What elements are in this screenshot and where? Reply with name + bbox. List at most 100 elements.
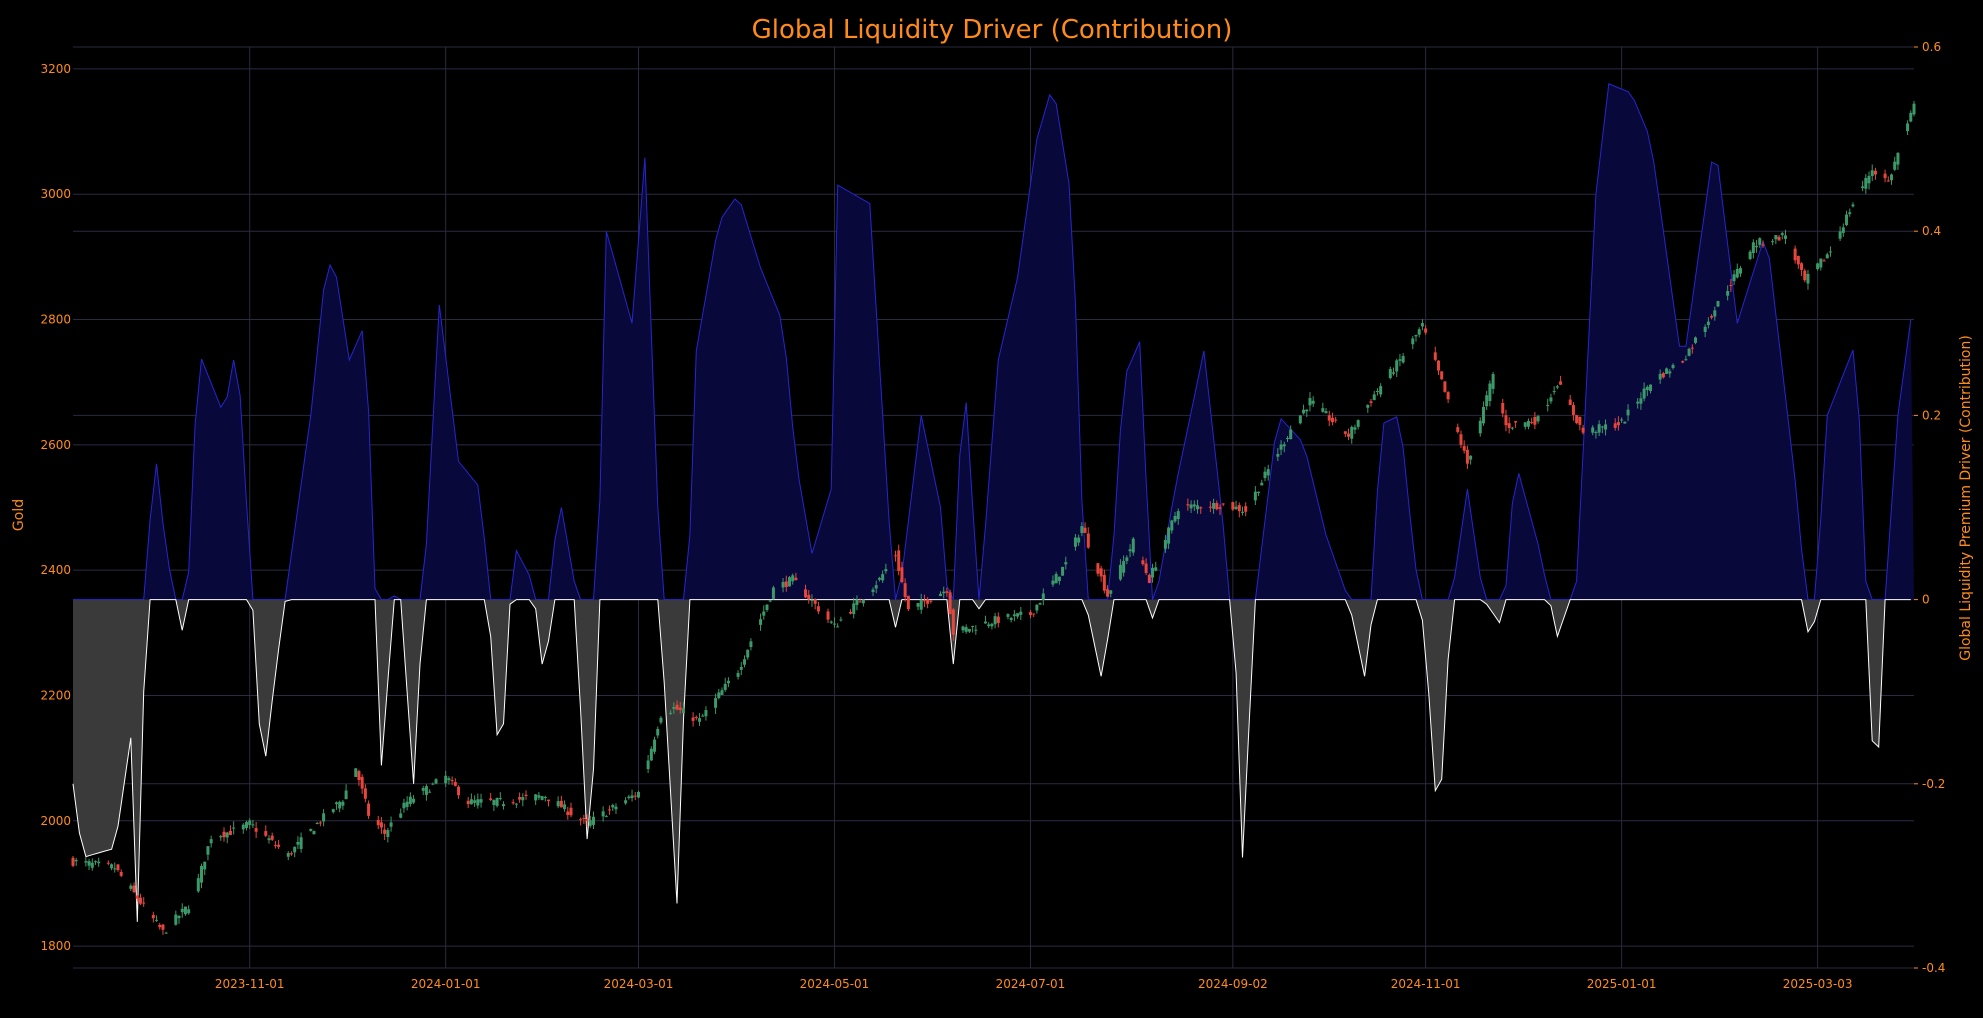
candle-body [1783,235,1787,239]
candle-body [1488,383,1492,402]
candle-body [196,878,200,892]
candle-body [1906,123,1910,132]
candle-body [309,828,313,831]
candle-body [106,862,110,864]
candle-body [1485,395,1489,407]
candle-body [971,625,975,627]
candle-body [1324,411,1328,414]
x-tick-label: 2024-03-01 [604,977,674,991]
candle-body [919,599,923,610]
candle-body [1555,386,1559,388]
x-tick-label: 2024-01-01 [411,977,481,991]
candle-body [942,591,946,594]
candle-body [993,616,997,625]
candle-body [1199,507,1203,509]
candle-body [1327,415,1331,421]
candle-body [1041,593,1045,600]
candle-body [132,885,136,893]
candle-body [93,861,97,863]
candle-body [1729,284,1733,286]
candle-body [1395,360,1399,372]
candle-body [807,594,811,600]
candle-body [1665,368,1669,374]
candle-body [1131,538,1135,553]
candle-body [1909,112,1913,122]
candle-body [135,895,139,899]
candle-body [951,609,955,635]
candle-body [691,717,695,721]
y-tick-label-left: 2000 [40,814,71,828]
candle-body [861,599,865,604]
candle-body [810,600,814,602]
candle-body [922,600,926,602]
candle-body [518,797,522,800]
candle-body [1578,416,1582,425]
x-tick-label: 2025-01-01 [1587,977,1657,991]
candle-body [1128,549,1132,552]
candle-body [386,830,390,837]
y-tick-label-left: 2600 [40,438,71,452]
candle-body [813,599,817,604]
candle-body [1671,364,1675,368]
candle-body [1305,409,1309,412]
candle-body [987,624,991,627]
candle-body [1636,401,1640,404]
candle-body [1838,231,1842,239]
candle-body [1526,420,1530,427]
candle-body [1848,212,1852,215]
candle-body [1806,273,1810,284]
candle-body [579,819,583,821]
candle-body [591,816,595,825]
candle-body [344,790,348,800]
candle-body [1523,422,1527,427]
candle-body [739,666,743,670]
candle-body [1559,381,1563,385]
candle-body [1893,161,1897,170]
candle-body [1896,153,1900,165]
candle-body [1151,567,1155,578]
y-tick-label-right: 0.4 [1922,224,1941,238]
candle-body [1816,263,1820,270]
candle-body [1710,316,1714,318]
candle-body [1861,186,1865,189]
candle-body [768,600,772,602]
candle-body [1568,399,1572,406]
candle-body [1819,258,1823,268]
candle-body [331,809,335,813]
candle-body [524,794,528,797]
candle-body [273,845,277,847]
candle-body [254,828,258,832]
candle-body [967,628,971,632]
candle-body [1591,427,1595,433]
candle-body [1549,397,1553,402]
candle-body [200,865,204,883]
candle-body [315,822,319,824]
candle-body [97,861,101,864]
candle-body [209,839,213,844]
y-tick-label-left: 3200 [40,62,71,76]
candle-body [1690,347,1694,349]
candle-body [1713,310,1717,317]
candle-body [155,919,159,921]
candle-body [1845,214,1849,226]
candle-body [1571,405,1575,415]
candle-body [1038,603,1042,605]
y-tick-label-left: 2200 [40,688,71,702]
x-tick-label: 2024-05-01 [800,977,870,991]
candle-body [1009,617,1013,620]
candle-body [704,710,708,717]
candle-body [1822,260,1826,262]
candle-body [1469,455,1473,460]
candle-body [334,802,338,805]
candle-body [832,623,836,625]
candle-body [492,800,496,805]
candle-body [945,591,949,593]
candle-body [1051,580,1055,585]
candle-body [183,906,187,915]
driver-area-layer [72,83,1914,922]
candle-body [990,623,994,627]
candle-body [1080,526,1084,533]
candle-body [521,797,525,801]
candle-body [1308,398,1312,406]
